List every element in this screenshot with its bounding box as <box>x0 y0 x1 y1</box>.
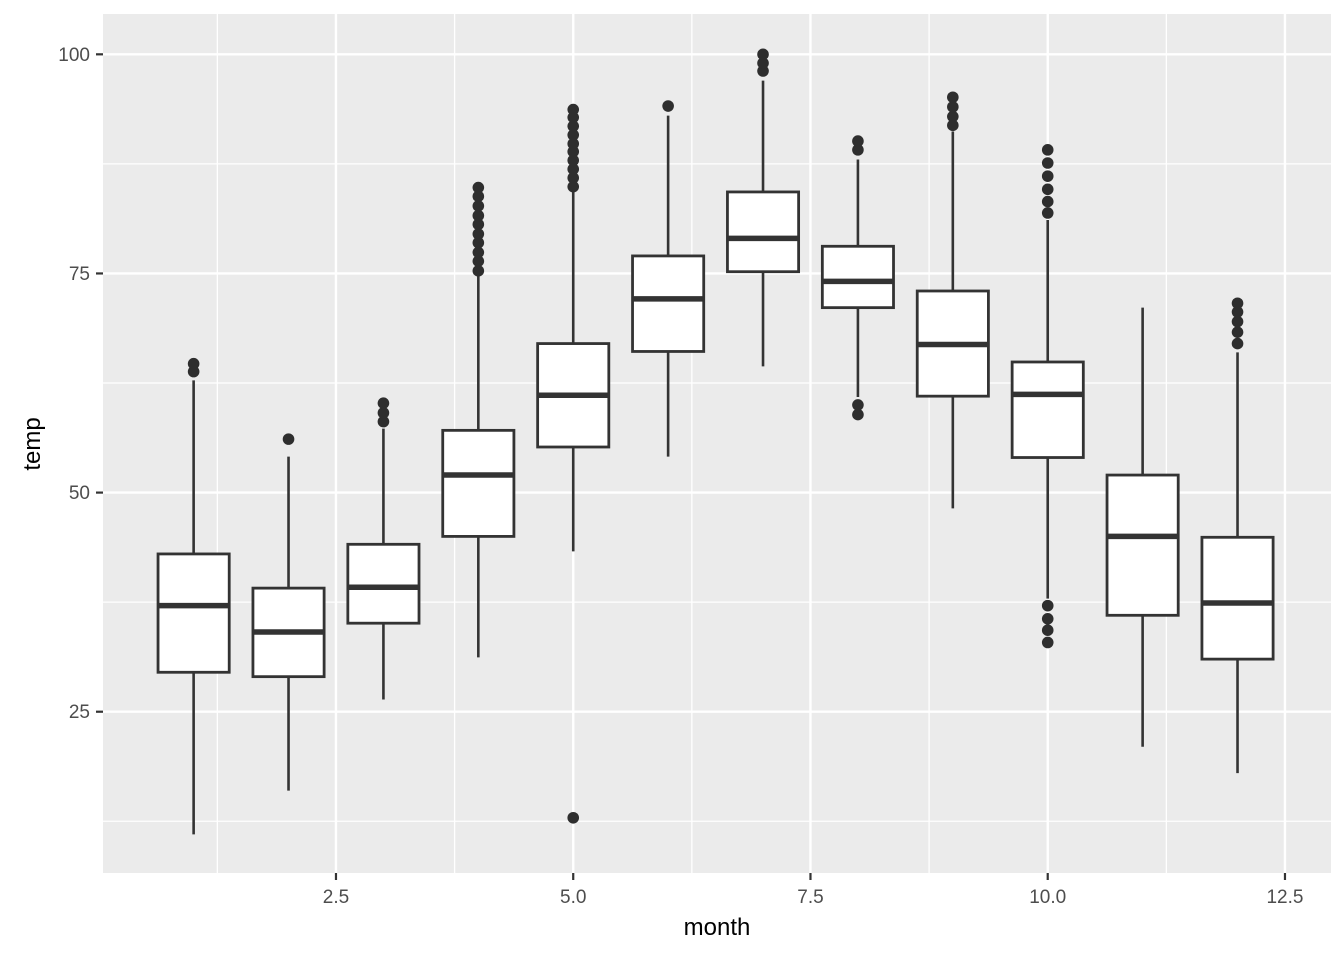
box-iqr <box>156 552 231 674</box>
y-tick-label: 100 <box>58 45 90 66</box>
outlier-point <box>567 137 580 150</box>
outlier-point <box>947 91 959 104</box>
outlier-point <box>472 181 485 194</box>
outlier-point <box>1041 207 1054 219</box>
outlier-point <box>472 255 485 267</box>
outlier-point <box>1231 306 1244 318</box>
outlier-point <box>852 408 864 421</box>
y-tick-label: 75 <box>69 264 90 285</box>
outlier-point <box>567 120 580 132</box>
boxplot-month-8 <box>820 135 895 421</box>
outlier-point <box>1041 144 1054 156</box>
outlier-point <box>567 129 580 141</box>
outlier-point <box>1041 599 1054 612</box>
outlier-point <box>1231 326 1244 338</box>
outlier-point <box>567 163 580 175</box>
outlier-point <box>947 110 959 123</box>
outlier-point <box>1041 157 1054 169</box>
plot-panel <box>103 14 1331 873</box>
outlier-point <box>567 180 580 193</box>
outlier-point <box>662 100 674 112</box>
outlier-point <box>1041 183 1054 196</box>
outlier-point <box>947 119 959 132</box>
box-iqr <box>346 542 421 625</box>
outlier-point <box>567 103 580 116</box>
box-iqr <box>820 244 895 310</box>
boxplot-month-11 <box>1105 307 1180 747</box>
outlier-point <box>472 200 485 212</box>
y-tick-label: 25 <box>69 702 90 723</box>
box-iqr <box>1200 535 1275 661</box>
outlier-point <box>377 407 390 419</box>
outlier-point <box>1231 297 1244 310</box>
boxplot-month-4 <box>441 181 516 658</box>
box-iqr <box>1105 473 1180 617</box>
outlier-point <box>1041 195 1054 208</box>
outlier-point <box>947 101 959 113</box>
outlier-point <box>1041 636 1054 649</box>
outlier-point <box>1231 315 1244 328</box>
outlier-point <box>1041 613 1054 625</box>
box-iqr <box>441 428 516 538</box>
outlier-point <box>852 135 864 147</box>
outlier-point <box>1041 624 1054 637</box>
x-axis-title: month <box>683 914 751 941</box>
outlier-point <box>567 172 580 184</box>
outlier-point <box>377 397 390 409</box>
outlier-point <box>852 144 864 156</box>
box-iqr <box>631 254 706 353</box>
outlier-point <box>757 57 769 69</box>
outlier-point <box>1041 170 1054 182</box>
boxplot-month-7 <box>726 48 801 367</box>
outlier-point <box>377 415 390 428</box>
outlier-point <box>472 218 485 231</box>
box-iqr <box>726 190 801 274</box>
outlier-point <box>187 357 200 370</box>
outlier-point <box>1231 337 1244 350</box>
boxplot-month-3 <box>346 397 421 700</box>
outlier-point <box>852 399 864 411</box>
outlier-point <box>567 154 580 167</box>
y-axis-title: temp <box>19 417 46 471</box>
boxplot-month-2 <box>251 433 326 791</box>
x-tick-label: 10.0 <box>1029 887 1066 908</box>
boxplot-month-9 <box>915 91 990 509</box>
outlier-point <box>567 811 580 824</box>
boxplot-month-1 <box>156 357 231 835</box>
outlier-point <box>472 246 485 259</box>
outlier-point <box>472 228 485 240</box>
box-iqr <box>1010 360 1085 459</box>
outlier-point <box>472 209 485 222</box>
x-tick-label: 7.5 <box>797 887 823 908</box>
outlier-point <box>757 48 769 61</box>
y-tick-label: 50 <box>69 483 90 504</box>
boxplot-month-12 <box>1200 297 1275 774</box>
x-tick-label: 5.0 <box>560 887 586 908</box>
boxplot-month-5 <box>536 103 611 824</box>
outlier-point <box>472 236 485 249</box>
outlier-point <box>472 190 485 203</box>
x-tick-label: 2.5 <box>323 887 349 908</box>
boxplot-month-6 <box>631 100 706 457</box>
x-tick-label: 12.5 <box>1266 887 1303 908</box>
outlier-point <box>282 433 295 445</box>
boxplot-month-10 <box>1010 144 1085 649</box>
outlier-point <box>472 265 485 277</box>
